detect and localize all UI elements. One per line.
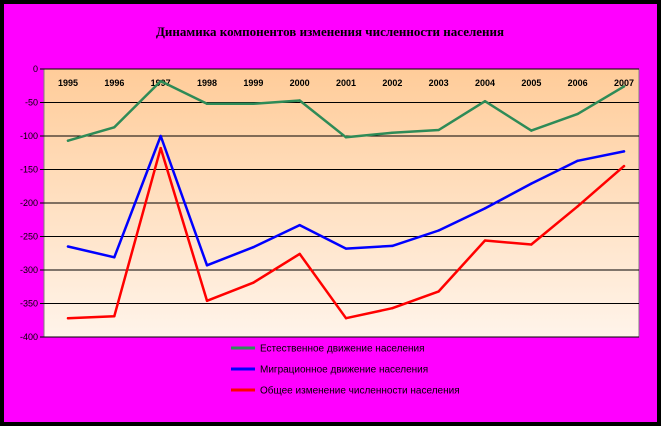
data-point	[437, 229, 440, 232]
y-tick-label: -350	[20, 299, 38, 309]
y-tick-label: -300	[20, 265, 38, 275]
legend-label: Естественное движение населения	[260, 344, 425, 355]
y-tick-label: -100	[20, 131, 38, 141]
x-tick-label: 1995	[58, 78, 78, 88]
legend: Естественное движение населения Миграцион…	[231, 344, 460, 397]
x-tick-label: 1998	[197, 78, 217, 88]
data-point	[344, 136, 348, 139]
legend-label: Миграционное движение населения	[260, 365, 428, 376]
data-point	[205, 299, 209, 303]
data-point	[66, 317, 70, 320]
x-axis: 1995 1996 1997 1998 1999 2000 2001 2002 2003 2004…	[58, 78, 634, 88]
chart-title: Динамика компонентов изменения численнос…	[156, 24, 504, 39]
series-lines	[66, 79, 626, 320]
data-point	[530, 243, 533, 246]
x-tick-label: 2006	[568, 78, 588, 88]
x-tick-label: 1997	[151, 78, 171, 88]
legend-label: Общее изменение численности населения	[260, 385, 460, 397]
x-tick-label: 2001	[336, 78, 356, 88]
data-point	[159, 79, 162, 83]
data-point	[159, 146, 162, 150]
x-tick-label: 2003	[429, 78, 449, 88]
data-point	[252, 102, 255, 106]
y-tick-label: -150	[20, 165, 38, 175]
data-point	[344, 247, 348, 250]
data-point	[576, 112, 579, 116]
data-point	[298, 99, 301, 102]
data-point	[113, 315, 116, 318]
data-point	[576, 205, 579, 208]
y-tick-label: -400	[20, 332, 38, 342]
data-point	[437, 128, 440, 132]
data-point	[576, 159, 579, 162]
chart-frame: Динамика компонентов изменения численнос…	[3, 3, 658, 423]
data-point	[483, 239, 487, 242]
data-point	[530, 129, 533, 132]
data-point	[113, 126, 116, 129]
y-tick-label: -200	[20, 198, 38, 208]
x-tick-label: 1999	[243, 78, 263, 88]
x-tick-label: 2002	[382, 78, 402, 88]
y-tick-label: 0	[33, 64, 38, 74]
data-point	[205, 102, 209, 106]
data-point	[622, 164, 626, 168]
x-tick-label: 2004	[475, 78, 495, 88]
data-point	[530, 182, 533, 185]
y-axis: 0 -50 -100 -150 -200 -250 -300 -350 -400	[20, 64, 44, 342]
data-point	[483, 99, 487, 103]
x-tick-label: 2007	[614, 78, 634, 88]
data-point	[205, 264, 209, 267]
data-point	[344, 317, 348, 320]
data-point	[298, 223, 301, 227]
chart: Динамика компонентов изменения численнос…	[20, 24, 640, 397]
x-tick-label: 2000	[290, 78, 310, 88]
data-point	[391, 306, 394, 310]
data-point	[437, 290, 440, 293]
data-point	[113, 256, 116, 259]
data-point	[298, 252, 301, 256]
data-point	[391, 131, 394, 134]
data-point	[622, 85, 626, 88]
data-point	[252, 281, 255, 284]
data-point	[483, 207, 487, 210]
data-point	[252, 246, 255, 249]
x-tick-label: 2005	[521, 78, 541, 88]
x-tick-label: 1996	[104, 78, 124, 88]
data-point	[391, 244, 394, 248]
data-point	[66, 139, 70, 142]
data-point	[66, 245, 70, 248]
data-point	[159, 134, 162, 138]
y-tick-label: -50	[25, 98, 38, 108]
y-tick-label: -250	[20, 232, 38, 242]
data-point	[622, 150, 626, 153]
